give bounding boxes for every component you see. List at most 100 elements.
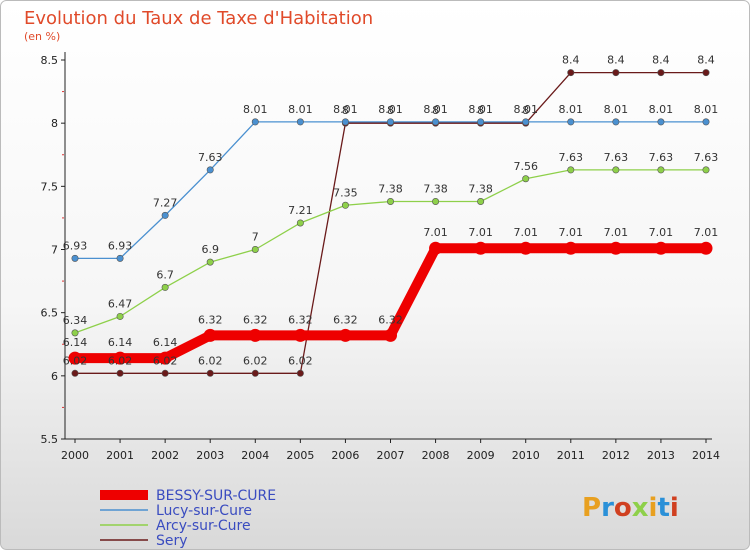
x-tick-label: 2009: [467, 449, 495, 462]
data-point: [432, 197, 440, 205]
data-label: 7.27: [153, 196, 178, 209]
proxiti-logo: Proxiti: [582, 493, 679, 523]
data-point: [71, 329, 79, 337]
data-label: 8.4: [607, 54, 625, 67]
data-label: 6.32: [333, 313, 358, 326]
data-label: 6.9: [201, 243, 219, 256]
x-tick-label: 2010: [512, 449, 540, 462]
data-label: 6.02: [288, 354, 313, 367]
data-label: 7.01: [468, 226, 493, 239]
data-label: 6.02: [153, 354, 178, 367]
data-point: [477, 197, 485, 205]
y-tick-label: 6.5: [41, 307, 59, 320]
data-label: 8: [387, 104, 394, 117]
chart-subtitle: (en %): [24, 30, 60, 43]
data-point: [116, 254, 124, 262]
data-label: 6.32: [288, 313, 313, 326]
data-label: 8.01: [378, 103, 403, 116]
data-label: 6.32: [378, 313, 403, 326]
data-point: [341, 118, 349, 126]
data-point: [161, 283, 169, 291]
data-point: [654, 241, 668, 255]
data-point: [68, 351, 82, 365]
data-point: [474, 241, 488, 255]
data-label: 8: [477, 104, 484, 117]
data-point: [522, 175, 530, 183]
data-label: 7.38: [423, 182, 448, 195]
logo-letter: x: [632, 493, 649, 523]
data-label: 7.38: [468, 182, 493, 195]
data-point: [158, 351, 172, 365]
series-layer: [68, 69, 713, 377]
data-point: [113, 351, 127, 365]
data-point: [564, 241, 578, 255]
data-point: [386, 118, 394, 126]
data-point: [71, 254, 79, 262]
data-label: 7.63: [649, 151, 674, 164]
y-tick-label: 8: [51, 117, 58, 130]
data-label: 7.35: [333, 186, 358, 199]
data-label: 8.01: [288, 103, 313, 116]
data-label: 6.47: [108, 297, 133, 310]
data-label: 6.14: [108, 336, 133, 349]
data-label: 7: [252, 231, 259, 244]
data-point: [567, 69, 575, 77]
legend-label: Lucy-sur-Cure: [156, 503, 252, 519]
logo-letter: P: [582, 493, 601, 523]
data-label: 8.4: [697, 54, 715, 67]
data-point: [522, 118, 530, 126]
x-tick-label: 2013: [647, 449, 675, 462]
data-point: [384, 328, 397, 342]
data-label: 7.01: [649, 226, 674, 239]
data-labels-layer: 6.02 6.02 6.02 6.02 6.02 6.02 8 8 8 8 8 8.4 8.4 8.4 8.…: [63, 54, 719, 368]
data-point: [567, 166, 575, 174]
data-label: 6.02: [243, 354, 268, 367]
y-tick-label: 5.5: [41, 433, 59, 446]
x-tick-label: 2002: [151, 449, 179, 462]
data-label: 8: [342, 104, 349, 117]
x-tick-label: 2007: [377, 449, 405, 462]
data-point: [341, 201, 349, 209]
y-tick-label: 7.5: [41, 180, 59, 193]
data-point: [612, 166, 620, 174]
legend-label: Arcy-sur-Cure: [156, 518, 251, 534]
x-tick-label: 2003: [196, 449, 224, 462]
data-point: [296, 118, 304, 126]
data-point: [567, 118, 575, 126]
data-point: [251, 369, 259, 377]
data-point: [702, 69, 710, 77]
logo-letter: i: [649, 493, 658, 523]
data-label: 8.01: [694, 103, 719, 116]
legend: BESSY-SUR-CURELucy-sur-CureArcy-sur-Cure…: [100, 488, 276, 549]
data-point: [203, 328, 217, 342]
data-label: 7.01: [423, 226, 448, 239]
data-point: [296, 219, 304, 227]
data-label: 8.01: [468, 103, 493, 116]
data-label: 7.56: [513, 160, 538, 173]
data-point: [386, 197, 394, 205]
data-point: [612, 118, 620, 126]
data-point: [609, 241, 623, 255]
x-tick-label: 2006: [331, 449, 359, 462]
y-tick-label: 6: [51, 370, 58, 383]
logo-letter: o: [614, 493, 632, 523]
data-label: 6.32: [198, 313, 223, 326]
data-label: 6.7: [156, 268, 174, 281]
data-point: [161, 369, 169, 377]
data-label: 8: [522, 104, 529, 117]
logo-letter: r: [601, 493, 614, 523]
data-point: [206, 166, 214, 174]
data-label: 6.02: [63, 354, 88, 367]
data-point: [161, 211, 169, 219]
data-label: 8: [432, 104, 439, 117]
data-label: 7.63: [559, 151, 584, 164]
data-label: 8.01: [559, 103, 584, 116]
x-tick-label: 2000: [61, 449, 89, 462]
data-label: 8.01: [243, 103, 268, 116]
data-point: [699, 241, 713, 255]
data-point: [429, 241, 443, 255]
data-label: 7.38: [378, 182, 403, 195]
data-label: 6.02: [198, 354, 223, 367]
